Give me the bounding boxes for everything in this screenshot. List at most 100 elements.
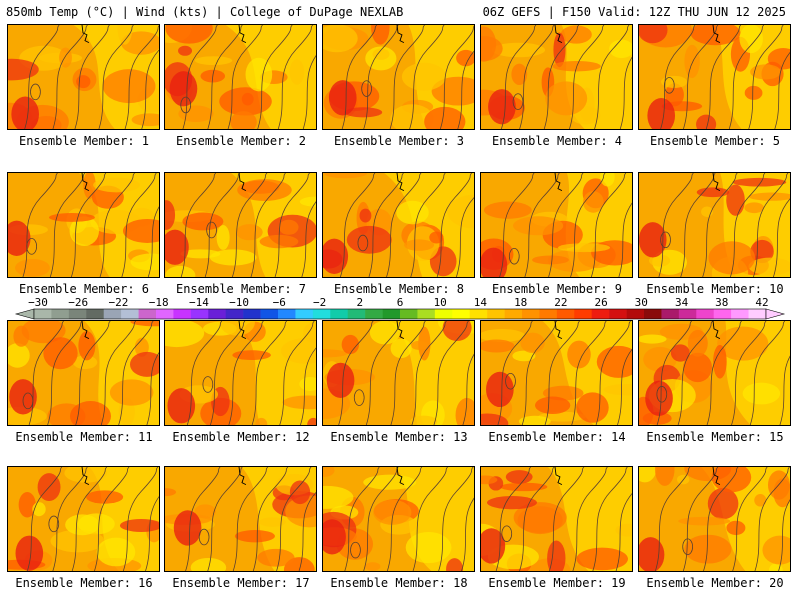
colorbar-swatch [504,309,523,319]
ensemble-member-map [7,466,160,572]
colorbar-swatch [86,309,105,319]
ensemble-member-label: Ensemble Member: 19 [488,576,626,590]
temperature-field [165,321,316,425]
ensemble-member-map [638,24,791,130]
temperature-field [481,173,632,277]
colorbar-tick-label: 42 [755,296,769,309]
temperature-colorbar: −30 −26 −22 −18 −14 −10 −6 −2 2 6 10 14 18 22 26 30 34 38… [14,296,786,320]
colorbar-swatch [312,309,331,319]
ensemble-member-map [480,466,633,572]
ensemble-member-label: Ensemble Member: 18 [330,576,468,590]
colorbar-swatch [34,309,52,319]
ensemble-member-map [322,320,475,426]
ensemble-member-map [638,172,791,278]
ensemble-member-label: Ensemble Member: 20 [646,576,784,590]
colorbar-tick-label: 30 [634,296,648,309]
map-title: 850mb Temp (°C) | Wind (kts) | College o… [6,5,404,19]
ensemble-member-label: Ensemble Member: 10 [646,282,784,296]
temperature-field [639,467,790,571]
colorbar-tick-label: 38 [715,296,729,309]
temperature-field [323,173,474,277]
colorbar-tick-label: −26 [68,296,89,309]
ensemble-member-map [322,24,475,130]
colorbar-high-arrow [765,308,786,320]
colorbar-tick-label: 34 [674,296,689,309]
colorbar-swatch [278,309,296,319]
temperature-field [323,321,474,425]
colorbar-swatch [644,309,662,319]
colorbar-swatch [609,309,627,319]
temperature-field [165,173,316,277]
colorbar-swatch [434,309,453,319]
ensemble-member-map [164,24,317,130]
ensemble-member-map [480,24,633,130]
ensemble-member-label: Ensemble Member: 4 [491,134,623,148]
colorbar-swatch [539,309,558,319]
temperature-field [323,25,474,129]
temperature-field [639,25,790,129]
colorbar-tick-label: 6 [396,296,404,309]
temperature-field [8,25,159,129]
temperature-field [165,467,316,571]
colorbar-swatch [121,309,139,319]
colorbar-swatch [295,309,314,319]
colorbar-tick-label: 10 [433,296,447,309]
colorbar-swatch [51,309,70,319]
ensemble-member-label: Ensemble Member: 16 [15,576,153,590]
colorbar-tick-label: 18 [514,296,528,309]
colorbar-tick-label: 22 [554,296,568,309]
colorbar-swatch [382,309,401,319]
colorbar-swatch [365,309,383,319]
ensemble-member-label: Ensemble Member: 6 [18,282,150,296]
colorbar-swatch [330,309,349,319]
ensemble-member-map [322,172,475,278]
ensemble-member-label: Ensemble Member: 11 [15,430,153,444]
colorbar-swatch [487,309,505,319]
ensemble-member-label: Ensemble Member: 7 [175,282,307,296]
colorbar-swatch [400,309,418,319]
temperature-field [8,173,159,277]
temperature-field [639,173,790,277]
colorbar-tick-labels: −30 −26 −22 −18 −14 −10 −6 −2 2 6 10 14 18 22 26 30 34 38… [14,296,786,309]
colorbar-scale [14,308,786,320]
ensemble-member-map [7,172,160,278]
ensemble-member-map [638,466,791,572]
ensemble-member-label: Ensemble Member: 2 [175,134,307,148]
colorbar-tick-label: 2 [356,296,364,309]
colorbar-swatch [661,309,680,319]
temperature-field [481,467,632,571]
colorbar-swatch [452,309,471,319]
colorbar-swatch [678,309,697,319]
colorbar-tick-label: −22 [108,296,129,309]
colorbar-tick-label: 14 [473,296,488,309]
ensemble-member-map [7,24,160,130]
ensemble-member-map [480,172,633,278]
colorbar-swatch [696,309,715,319]
colorbar-swatch [103,309,122,319]
temperature-field [481,321,632,425]
colorbar-tick-label: 26 [594,296,608,309]
colorbar-tick-label: −2 [312,296,327,309]
ensemble-member-label: Ensemble Member: 9 [491,282,623,296]
colorbar-tick-label: −18 [148,296,169,309]
ensemble-member-map [164,320,317,426]
ensemble-member-map [480,320,633,426]
ensemble-member-map [7,320,160,426]
ensemble-member-label: Ensemble Member: 8 [333,282,465,296]
colorbar-tick-label: −30 [28,296,48,309]
colorbar-swatch [748,309,767,319]
colorbar-swatch [68,309,87,319]
ensemble-member-label: Ensemble Member: 13 [330,430,468,444]
colorbar-swatch [243,309,261,319]
ensemble-member-label: Ensemble Member: 12 [172,430,310,444]
ensemble-member-map [322,466,475,572]
ensemble-member-map [164,172,317,278]
colorbar-swatch [591,309,610,319]
colorbar-swatch [731,309,749,319]
colorbar-swatch [626,309,645,319]
colorbar-swatch [138,309,157,319]
colorbar-swatch [173,309,192,319]
colorbar-swatch [347,309,366,319]
colorbar-swatch [208,309,227,319]
ensemble-member-label: Ensemble Member: 15 [646,430,784,444]
